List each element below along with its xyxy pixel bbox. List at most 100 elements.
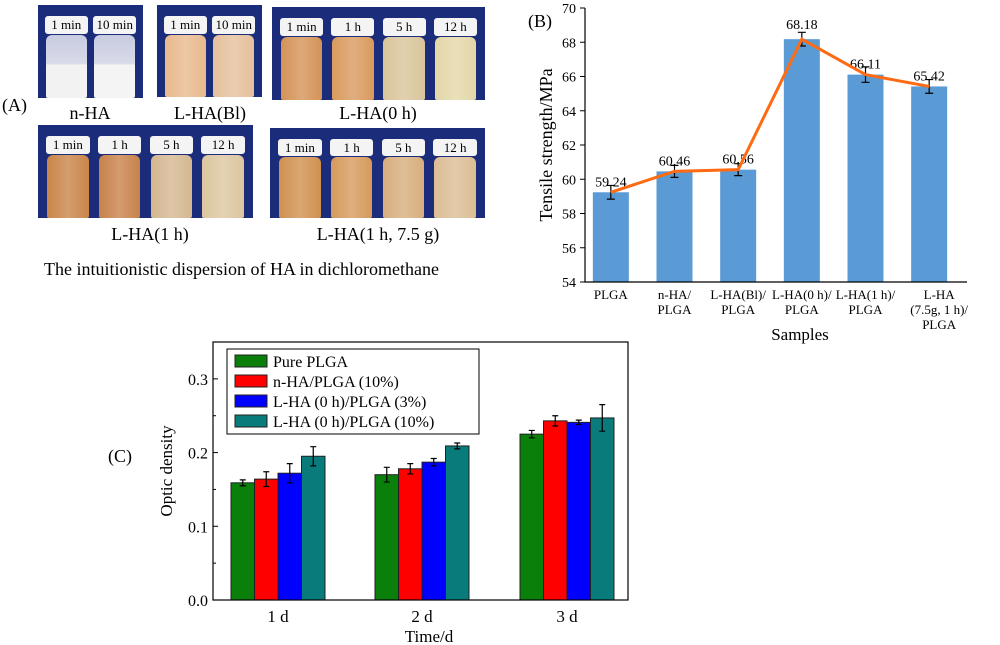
data-label: 60.46 [659, 154, 691, 169]
panel-b-label: (B) [528, 11, 552, 32]
error-bar [407, 463, 414, 475]
error-bar [454, 442, 461, 450]
photo-3: 1 min 1 h 5 h 12 h [38, 125, 253, 218]
photo-0: 1 min 10 min [38, 5, 143, 98]
vial: 5 h [149, 136, 194, 218]
x-axis-label: Samples [771, 325, 829, 344]
x-tick-label: L-HA(0 h)/ [772, 287, 832, 302]
error-bar [575, 419, 582, 426]
y-tick-label: 0.1 [188, 519, 208, 536]
vial-time-label: 10 min [93, 16, 137, 35]
bar [445, 445, 470, 601]
vial-time-label: 1 h [329, 138, 374, 157]
group-label: L-HA(0 h) [339, 103, 417, 123]
legend-label: L-HA (0 h)/PLGA (10%) [273, 414, 434, 431]
vial-time-label: 5 h [149, 136, 194, 155]
x-tick-label: 3 d [556, 607, 578, 626]
error-bar [925, 78, 934, 94]
y-tick-label: 62 [562, 139, 576, 154]
x-tick-label: n-HA/ [658, 287, 692, 302]
panel-a-label: (A) [2, 95, 27, 115]
legend [226, 348, 480, 435]
vial: 10 min [93, 16, 137, 98]
vial: 12 h [433, 138, 477, 218]
legend-swatch [234, 414, 268, 428]
y-tick-label: 0.2 [188, 446, 208, 463]
error-bar [606, 184, 615, 200]
bar [720, 169, 757, 282]
bar [230, 482, 255, 601]
x-tick-label: PLGA [594, 287, 629, 302]
data-label: 59.24 [595, 175, 627, 190]
vial: 1 h [331, 18, 375, 100]
tensile-strength-chart: (B) 59.24 PLGA 60.46 n-HA/PLGA 60.56 L-HA(Bl)/… [528, 2, 968, 344]
data-label: 65.42 [913, 69, 945, 84]
y-tick-label: 54 [562, 276, 576, 291]
vial-time-label: 1 h [331, 18, 375, 37]
vial-time-label: 12 h [433, 18, 477, 37]
error-bar [430, 457, 437, 467]
y-tick-label: 70 [562, 2, 576, 17]
vial: 12 h [201, 136, 245, 218]
x-tick-label: L-HA(Bl)/ [710, 287, 766, 302]
x-axis-label: Time/d [405, 627, 454, 645]
x-tick-label: (7.5g, 1 h)/ [910, 302, 968, 317]
error-bar [310, 446, 317, 467]
vial: 1 min [163, 16, 207, 97]
vial-time-label: 1 h [97, 136, 142, 155]
vial: 10 min [212, 16, 256, 97]
trend-line [610, 37, 930, 194]
data-label: 66.11 [850, 58, 881, 73]
x-tick-label: 2 d [411, 607, 433, 626]
group-label: L-HA(Bl) [174, 103, 246, 123]
y-tick-label: 64 [562, 105, 576, 120]
legend-label: L-HA (0 h)/PLGA (3%) [273, 394, 426, 411]
legend-swatch [234, 394, 268, 408]
bar [590, 417, 615, 601]
photo-1: 1 min 10 min [157, 5, 262, 97]
x-tick-label: PLGA [785, 302, 820, 317]
y-tick-label: 66 [562, 71, 576, 86]
y-tick-label: 0.3 [188, 372, 208, 389]
photo-2: 1 min 1 h 5 h 12 h [272, 7, 485, 100]
error-bar [286, 463, 293, 484]
vial-time-label: 12 h [433, 138, 477, 157]
vial-time-label: 1 min [278, 138, 322, 157]
legend-label: n-HA/PLGA (10%) [273, 374, 399, 391]
axes [584, 8, 967, 283]
bar [277, 472, 302, 601]
vial: 12 h [433, 18, 477, 100]
vial: 5 h [381, 138, 426, 218]
vial-time-label: 1 min [44, 16, 88, 35]
y-tick-label: 0.0 [188, 593, 208, 610]
vial: 1 min [46, 136, 90, 218]
bar [911, 86, 948, 283]
legend-swatch [234, 354, 268, 368]
vial: 5 h [382, 18, 426, 100]
x-tick-label: L-HA(1 h)/ [836, 287, 896, 302]
bar [783, 39, 820, 283]
y-tick-label: 60 [562, 173, 576, 188]
bar [374, 474, 399, 601]
x-tick-label: PLGA [849, 302, 884, 317]
y-axis-label: Tensile strength/MPa [536, 68, 556, 221]
legend-swatch [234, 374, 268, 388]
panel-a-caption: The intuitionistic dispersion of HA in d… [44, 259, 439, 279]
vial: 1 h [97, 136, 142, 218]
vial-time-label: 5 h [381, 138, 426, 157]
optic-density-chart: 0.0 0.1 0.2 0.3 1 d 2 d 3 d Optic density Time/d… [157, 341, 629, 645]
x-tick-label: 1 d [267, 607, 289, 626]
error-bar [599, 404, 606, 432]
y-tick-label: 68 [562, 36, 576, 51]
group-label: L-HA(1 h, 7.5 g) [316, 224, 440, 244]
error-bar [239, 479, 246, 487]
panel-c-label: (C) [108, 446, 132, 466]
x-tick-label: L-HA [924, 287, 956, 302]
vial-time-label: 12 h [201, 136, 245, 155]
bar [254, 478, 279, 601]
vial: 1 min [278, 138, 322, 218]
data-label: 68.18 [786, 18, 818, 33]
bar [656, 171, 693, 282]
vial: 1 min [280, 18, 324, 100]
bar [301, 455, 326, 601]
